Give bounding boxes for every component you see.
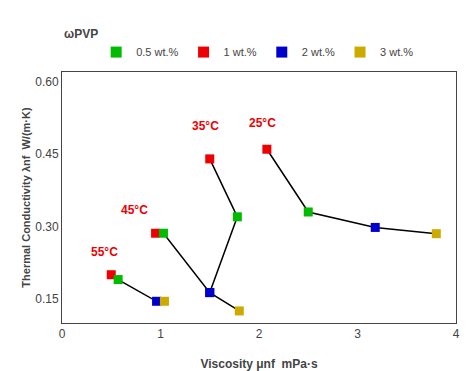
svg-text:Thermal Conductivity λnf W/(m: Thermal Conductivity λnf W/(m·K) bbox=[20, 107, 32, 288]
svg-text:1 wt.%: 1 wt.% bbox=[224, 46, 257, 58]
svg-text:55°C: 55°C bbox=[91, 245, 118, 259]
svg-text:35°C: 35°C bbox=[192, 119, 219, 133]
svg-text:2: 2 bbox=[256, 327, 263, 341]
svg-text:1: 1 bbox=[157, 327, 164, 341]
svg-text:Viscosity μnf mPa·s: Viscosity μnf mPa·s bbox=[200, 357, 317, 371]
svg-text:2 wt.%: 2 wt.% bbox=[302, 46, 335, 58]
svg-text:0.15: 0.15 bbox=[35, 292, 59, 306]
svg-text:0: 0 bbox=[59, 327, 66, 341]
svg-text:0.30: 0.30 bbox=[35, 220, 59, 234]
svg-text:3 wt.%: 3 wt.% bbox=[380, 46, 413, 58]
svg-text:ωPVP: ωPVP bbox=[64, 27, 98, 41]
svg-text:4: 4 bbox=[453, 327, 460, 341]
svg-text:0.5 wt.%: 0.5 wt.% bbox=[136, 46, 178, 58]
svg-text:3: 3 bbox=[354, 327, 361, 341]
svg-text:0.45: 0.45 bbox=[35, 147, 59, 161]
svg-text:25°C: 25°C bbox=[249, 116, 276, 130]
svg-text:45°C: 45°C bbox=[121, 203, 148, 217]
svg-text:0.60: 0.60 bbox=[35, 75, 59, 89]
